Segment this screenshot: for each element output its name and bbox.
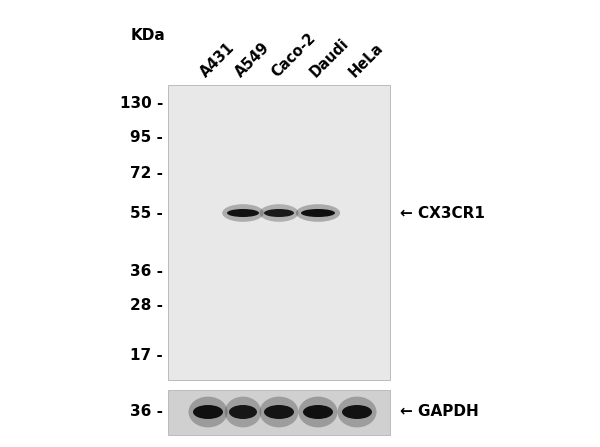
Ellipse shape <box>260 204 299 222</box>
Text: ← CX3CR1: ← CX3CR1 <box>400 206 485 220</box>
Bar <box>168 85 390 380</box>
Ellipse shape <box>337 396 377 427</box>
Text: 95 -: 95 - <box>130 131 163 146</box>
Text: ← GAPDH: ← GAPDH <box>400 405 479 419</box>
Text: HeLa: HeLa <box>346 40 386 80</box>
Text: 55 -: 55 - <box>130 206 163 220</box>
Text: 36 -: 36 - <box>130 405 163 419</box>
Ellipse shape <box>229 405 257 419</box>
Text: Caco-2: Caco-2 <box>268 30 318 80</box>
Ellipse shape <box>342 405 372 419</box>
Ellipse shape <box>301 209 335 217</box>
Text: 28 -: 28 - <box>130 298 163 312</box>
Text: 36 -: 36 - <box>130 265 163 279</box>
Ellipse shape <box>193 405 223 419</box>
Ellipse shape <box>222 204 264 222</box>
Ellipse shape <box>227 209 259 217</box>
Ellipse shape <box>264 209 294 217</box>
Text: A431: A431 <box>197 40 238 80</box>
Ellipse shape <box>188 396 227 427</box>
Ellipse shape <box>296 204 340 222</box>
Text: 130 -: 130 - <box>119 96 163 110</box>
Ellipse shape <box>299 396 337 427</box>
Text: A549: A549 <box>232 40 272 80</box>
Text: 72 -: 72 - <box>130 165 163 181</box>
Text: 17 -: 17 - <box>130 347 163 363</box>
Text: Daudi: Daudi <box>307 36 352 80</box>
Ellipse shape <box>225 396 261 427</box>
Ellipse shape <box>264 405 294 419</box>
Ellipse shape <box>260 396 299 427</box>
Bar <box>168 390 390 435</box>
Text: KDa: KDa <box>131 28 166 42</box>
Ellipse shape <box>303 405 333 419</box>
